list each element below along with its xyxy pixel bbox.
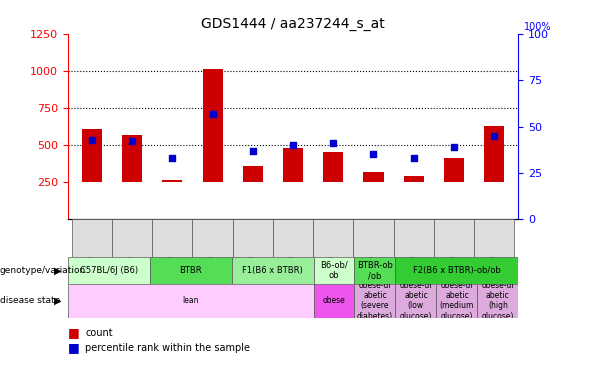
Text: percentile rank within the sample: percentile rank within the sample (85, 343, 250, 352)
Text: obese-di
abetic
(high
glucose): obese-di abetic (high glucose) (482, 280, 514, 321)
Bar (150, 257, 231, 284)
Text: obese-di
abetic
(low
glucose): obese-di abetic (low glucose) (399, 280, 432, 321)
Bar (273, 219, 313, 257)
Bar (163, 180, 183, 182)
Bar (353, 219, 393, 257)
Text: 100%: 100% (524, 22, 552, 32)
Text: C57BL/6J (B6): C57BL/6J (B6) (80, 266, 138, 275)
Text: obese: obese (323, 296, 345, 305)
Bar (283, 148, 303, 182)
Bar (395, 284, 436, 318)
Title: GDS1444 / aa237244_s_at: GDS1444 / aa237244_s_at (201, 17, 385, 32)
Bar (233, 219, 273, 257)
Bar (436, 284, 477, 318)
Text: F2(B6 x BTBR)-ob/ob: F2(B6 x BTBR)-ob/ob (413, 266, 501, 275)
Bar (393, 219, 434, 257)
Bar (355, 257, 395, 284)
Bar (477, 284, 518, 318)
Text: ▶: ▶ (54, 296, 62, 306)
Text: obese-di
abetic
(severe
diabetes): obese-di abetic (severe diabetes) (357, 280, 393, 321)
Bar (434, 219, 474, 257)
Point (369, 152, 378, 157)
Bar (82, 129, 102, 182)
Bar (313, 219, 353, 257)
Text: ■: ■ (68, 326, 80, 339)
Text: lean: lean (183, 296, 199, 305)
Bar (68, 257, 150, 284)
Bar (355, 284, 395, 318)
Text: genotype/variation: genotype/variation (0, 266, 86, 275)
Point (449, 144, 459, 150)
Point (208, 111, 217, 117)
Bar (243, 166, 263, 182)
Bar (68, 284, 313, 318)
Point (489, 133, 499, 139)
Point (168, 155, 177, 161)
Bar (193, 219, 233, 257)
Bar (313, 284, 355, 318)
Text: BTBR-ob
/ob: BTBR-ob /ob (357, 261, 393, 280)
Bar (313, 257, 355, 284)
Text: count: count (85, 328, 113, 338)
Point (289, 142, 298, 148)
Bar (231, 257, 313, 284)
Point (87, 136, 97, 142)
Text: ■: ■ (68, 341, 80, 354)
Point (127, 138, 137, 144)
Text: BTBR: BTBR (179, 266, 202, 275)
Text: F1(B6 x BTBR): F1(B6 x BTBR) (242, 266, 303, 275)
Bar (474, 219, 514, 257)
Bar (484, 126, 504, 182)
Point (409, 155, 418, 161)
Text: ▶: ▶ (54, 266, 62, 275)
Bar (444, 158, 464, 182)
Bar (122, 135, 142, 182)
Text: B6-ob/
ob: B6-ob/ ob (320, 261, 348, 280)
Point (329, 140, 338, 146)
Bar (72, 219, 112, 257)
Text: obese-di
abetic
(medium
glucose): obese-di abetic (medium glucose) (440, 280, 474, 321)
Bar (152, 219, 193, 257)
Point (248, 148, 257, 154)
Bar (403, 176, 423, 182)
Bar (323, 152, 343, 182)
Text: disease state: disease state (0, 296, 60, 305)
Bar (363, 172, 383, 182)
Bar (203, 69, 223, 182)
Bar (112, 219, 152, 257)
Bar (395, 257, 518, 284)
